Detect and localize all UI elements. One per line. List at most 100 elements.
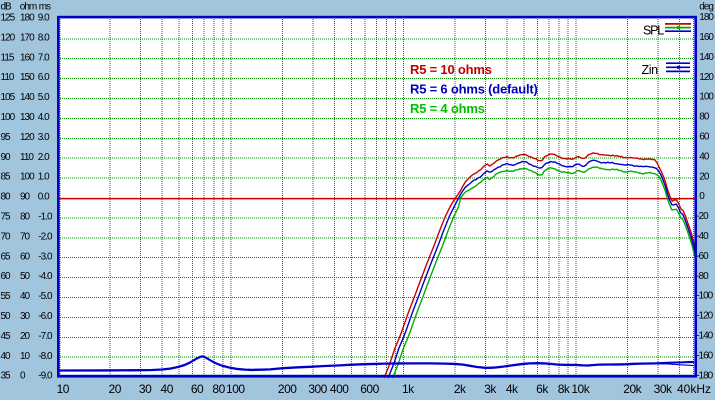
svg-text:80: 80 (1, 192, 12, 203)
svg-text:-140: -140 (696, 331, 713, 342)
svg-text:40: 40 (20, 291, 31, 302)
svg-text:120: 120 (20, 132, 35, 143)
svg-text:160: 160 (699, 32, 714, 43)
svg-text:100: 100 (226, 382, 245, 396)
svg-text:20: 20 (699, 171, 710, 182)
svg-text:50: 50 (20, 271, 31, 282)
svg-text:115: 115 (1, 52, 15, 63)
svg-text:75: 75 (1, 212, 12, 223)
svg-text:7.0: 7.0 (38, 52, 50, 63)
svg-text:180: 180 (699, 12, 714, 23)
svg-text:-7.0: -7.0 (38, 331, 53, 342)
svg-text:100: 100 (699, 92, 714, 103)
svg-text:160: 160 (20, 52, 35, 63)
svg-text:20k: 20k (623, 382, 642, 396)
svg-text:400: 400 (330, 382, 349, 396)
svg-text:ohm: ohm (20, 1, 37, 12)
svg-text:deg: deg (699, 1, 713, 12)
svg-text:1k: 1k (402, 382, 415, 396)
svg-text:5.0: 5.0 (38, 92, 50, 103)
svg-text:10: 10 (20, 351, 31, 362)
svg-text:55: 55 (1, 291, 12, 302)
svg-text:30: 30 (20, 311, 31, 322)
svg-text:105: 105 (1, 92, 16, 103)
svg-text:R5 = 4 ohms: R5 = 4 ohms (410, 101, 485, 116)
svg-text:-20: -20 (696, 211, 709, 222)
svg-text:R5 = 10 ohms: R5 = 10 ohms (410, 62, 492, 77)
svg-text:9.0: 9.0 (38, 13, 50, 24)
svg-text:0: 0 (699, 191, 705, 202)
svg-text:8k: 8k (558, 382, 571, 396)
svg-text:40: 40 (1, 351, 12, 362)
svg-text:2.0: 2.0 (38, 152, 50, 163)
svg-text:-8.0: -8.0 (38, 351, 53, 362)
svg-text:110: 110 (1, 72, 15, 83)
svg-text:60: 60 (699, 132, 710, 143)
svg-text:130: 130 (20, 112, 35, 123)
svg-text:3.0: 3.0 (38, 132, 50, 143)
svg-text:80: 80 (699, 112, 710, 123)
svg-text:90: 90 (20, 192, 31, 203)
svg-text:100: 100 (1, 112, 16, 123)
svg-text:4k: 4k (506, 382, 519, 396)
svg-text:Zin: Zin (642, 63, 659, 77)
svg-text:-160: -160 (696, 350, 713, 361)
svg-text:0.0: 0.0 (38, 192, 50, 203)
svg-text:20: 20 (20, 331, 31, 342)
svg-text:-100: -100 (696, 291, 713, 302)
svg-text:20: 20 (109, 382, 122, 396)
svg-text:8.0: 8.0 (38, 32, 50, 43)
svg-text:-5.0: -5.0 (38, 291, 53, 302)
svg-text:85: 85 (1, 172, 12, 183)
svg-text:SPL: SPL (643, 24, 664, 38)
svg-text:60: 60 (191, 382, 204, 396)
svg-text:30: 30 (139, 382, 152, 396)
svg-text:4.0: 4.0 (38, 112, 50, 123)
svg-text:-1.0: -1.0 (38, 212, 53, 223)
svg-text:200: 200 (278, 382, 297, 396)
svg-text:180: 180 (20, 13, 35, 24)
svg-text:35: 35 (1, 371, 12, 382)
svg-text:70: 70 (1, 231, 12, 242)
svg-text:1.0: 1.0 (38, 172, 50, 183)
svg-text:80: 80 (20, 212, 31, 223)
svg-text:-4.0: -4.0 (38, 271, 53, 282)
svg-text:3k: 3k (484, 382, 497, 396)
svg-text:-3.0: -3.0 (38, 251, 53, 262)
svg-text:170: 170 (20, 32, 35, 43)
svg-text:2k: 2k (454, 382, 467, 396)
svg-text:-9.0: -9.0 (38, 371, 53, 382)
svg-text:90: 90 (1, 152, 12, 163)
svg-text:-180: -180 (696, 370, 713, 381)
svg-text:60: 60 (20, 251, 31, 262)
svg-text:140: 140 (20, 92, 35, 103)
svg-text:-120: -120 (696, 311, 713, 322)
svg-text:6k: 6k (536, 382, 549, 396)
svg-text:50: 50 (1, 311, 12, 322)
svg-text:30k: 30k (654, 382, 673, 396)
svg-text:95: 95 (1, 132, 12, 143)
svg-text:40: 40 (161, 382, 174, 396)
svg-text:125: 125 (1, 13, 16, 24)
svg-text:-60: -60 (696, 251, 709, 262)
svg-text:600: 600 (360, 382, 379, 396)
svg-text:60: 60 (1, 271, 12, 282)
svg-text:0: 0 (20, 371, 26, 382)
svg-text:40kHz: 40kHz (677, 382, 711, 396)
svg-text:-80: -80 (696, 271, 709, 282)
svg-text:70: 70 (20, 231, 31, 242)
svg-text:65: 65 (1, 251, 12, 262)
svg-text:140: 140 (699, 52, 714, 63)
svg-text:150: 150 (20, 72, 35, 83)
svg-text:300: 300 (308, 382, 327, 396)
svg-text:45: 45 (1, 331, 12, 342)
svg-text:6.0: 6.0 (38, 72, 50, 83)
svg-text:ms: ms (39, 1, 51, 12)
svg-text:120: 120 (699, 72, 714, 83)
svg-text:R5 = 6 ohms (default): R5 = 6 ohms (default) (410, 82, 538, 97)
svg-text:110: 110 (20, 152, 34, 163)
svg-text:80: 80 (212, 382, 225, 396)
svg-text:40: 40 (699, 151, 710, 162)
svg-text:dB: dB (1, 1, 13, 12)
svg-text:120: 120 (1, 32, 16, 43)
